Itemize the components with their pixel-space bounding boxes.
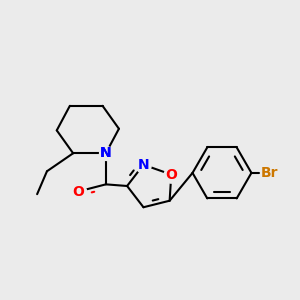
Text: N: N <box>100 146 112 160</box>
Text: O: O <box>165 167 177 182</box>
Text: Br: Br <box>260 166 278 180</box>
Text: N: N <box>138 158 149 172</box>
Text: N: N <box>100 146 112 160</box>
Text: O: O <box>72 184 84 199</box>
